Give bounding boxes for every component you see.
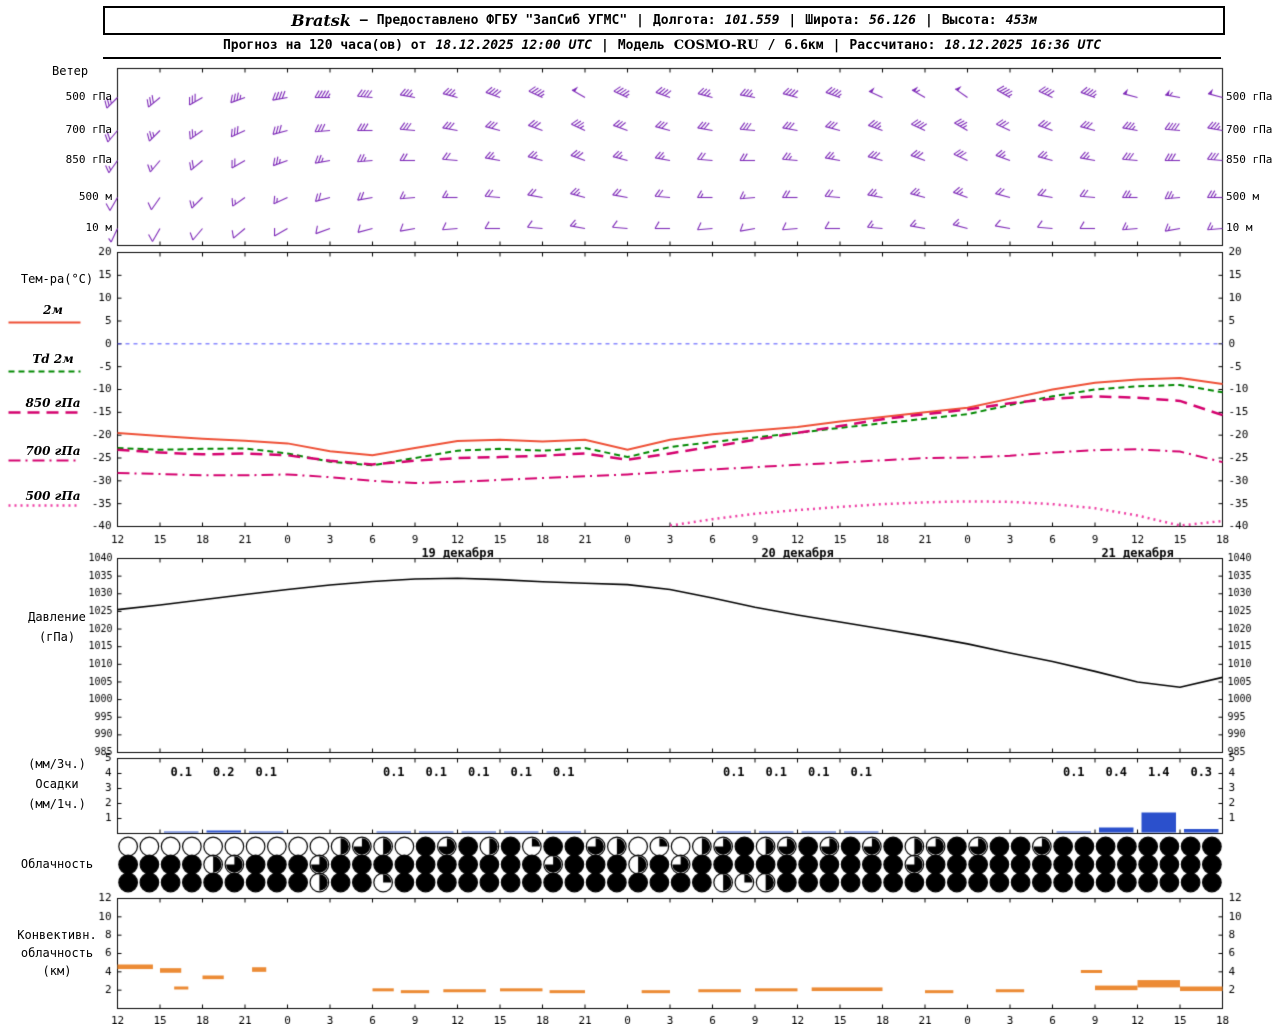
legend-td-2m: Td 2м xyxy=(32,352,74,366)
station-name: Bratsk xyxy=(291,11,351,30)
dash: — xyxy=(359,13,368,28)
wind-level-10m-right: 10 м xyxy=(1226,221,1253,234)
wind-level-500m-left: 500 м xyxy=(78,190,112,203)
precip-panel-title: Осадки xyxy=(35,777,79,791)
separator: | xyxy=(636,13,644,28)
calc-label: Рассчитано: xyxy=(849,37,936,53)
convective-units: (км) xyxy=(42,964,72,978)
wind-level-10m-left: 10 м xyxy=(85,221,113,234)
separator: | xyxy=(832,37,841,53)
wind-panel-title: Ветер xyxy=(52,64,89,78)
header-line-1: Bratsk — Предоставлено ФГБУ "ЗапСиб УГМС… xyxy=(103,6,1225,35)
init-time: 18.12.2025 12:00 UTC xyxy=(435,37,592,53)
wind-level-500hpa-left: 500 гПа xyxy=(65,90,112,103)
precip-3h-units: (мм/3ч.) xyxy=(28,757,86,771)
separator: | xyxy=(601,37,609,53)
legend-500hpa: 500 гПа xyxy=(25,489,81,503)
longitude-label: Долгота: xyxy=(652,13,716,28)
legend-850hpa: 850 гПа xyxy=(25,396,81,410)
convective-title-line1: Конвективн. xyxy=(17,928,97,942)
calc-time: 18.12.2025 16:36 UTC xyxy=(944,37,1102,53)
header-line-2: Прогноз на 120 часа(ов) от 18.12.2025 12… xyxy=(103,33,1221,59)
model-name: COSMO-RU xyxy=(673,37,759,53)
latitude-value: 56.126 xyxy=(869,13,916,28)
convective-title-line2: облачность xyxy=(20,946,94,960)
model-label: Модель xyxy=(617,37,665,53)
forecast-label: Прогноз на 120 часа(ов) от xyxy=(222,37,427,53)
model-resolution: 6.6км xyxy=(784,37,824,53)
wind-level-850hpa-right: 850 гПа xyxy=(1226,153,1273,166)
legend-700hpa: 700 гПа xyxy=(25,444,81,458)
altitude-value: 453м xyxy=(1005,13,1037,28)
altitude-label: Высота: xyxy=(941,13,997,28)
wind-level-700hpa-right: 700 гПа xyxy=(1226,123,1273,136)
pressure-units: (гПа) xyxy=(38,630,76,644)
latitude-label: Широта: xyxy=(805,13,861,28)
legend-2m: 2м xyxy=(43,303,63,317)
slash: / xyxy=(767,37,776,53)
wind-level-850hpa-left: 850 гПа xyxy=(65,153,112,166)
wind-level-500hpa-right: 500 гПа xyxy=(1226,90,1273,103)
longitude-value: 101.559 xyxy=(724,13,780,28)
temperature-panel-title: Тем-ра(°C) xyxy=(20,272,94,286)
separator: | xyxy=(925,13,933,28)
precip-1h-units: (мм/1ч.) xyxy=(28,797,86,811)
cloudiness-panel-title: Облачность xyxy=(20,857,94,871)
provider: Предоставлено ФГБУ "ЗапСиб УГМС" xyxy=(376,13,628,28)
pressure-panel-title: Давление xyxy=(28,610,86,624)
separator: | xyxy=(788,13,797,28)
wind-level-700hpa-left: 700 гПа xyxy=(65,123,112,136)
wind-level-500m-right: 500 м xyxy=(1226,190,1260,203)
